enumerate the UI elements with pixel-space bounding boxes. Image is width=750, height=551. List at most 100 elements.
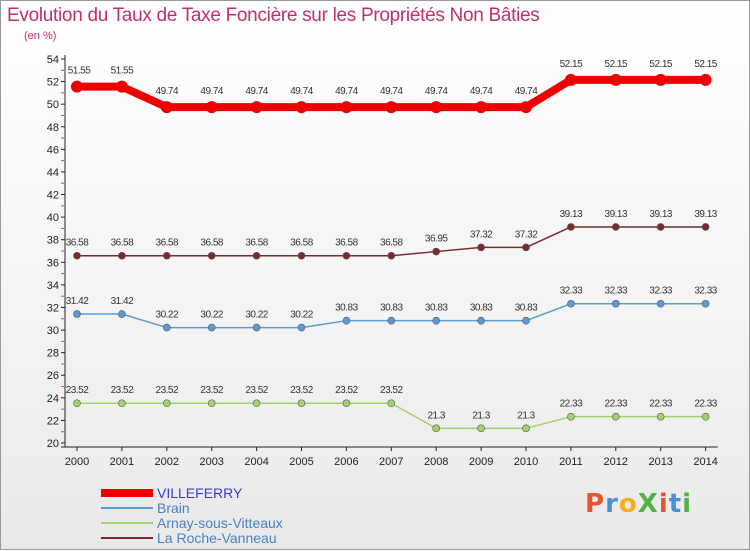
data-point (699, 73, 712, 86)
data-point (432, 424, 441, 433)
data-point (387, 316, 396, 325)
data-label: 39.13 (605, 209, 628, 220)
data-label: 49.74 (425, 86, 448, 97)
data-label: 22.33 (605, 399, 628, 410)
data-label: 23.52 (290, 385, 313, 396)
data-point (71, 80, 83, 93)
y-tick-label: 28 (47, 348, 59, 360)
x-tick-label: 2006 (334, 456, 358, 468)
data-point (163, 251, 171, 260)
legend-label: La Roche-Vanneau (157, 530, 277, 546)
data-label: 32.33 (649, 286, 672, 297)
data-point (207, 251, 216, 260)
data-label: 36.95 (425, 234, 448, 245)
data-point (564, 73, 577, 86)
data-label: 36.58 (335, 238, 358, 249)
data-label: 23.52 (111, 385, 134, 396)
data-point (163, 399, 171, 408)
data-point (611, 299, 620, 308)
data-label: 32.33 (605, 286, 628, 297)
data-point (475, 101, 488, 114)
data-label: 22.33 (560, 399, 583, 410)
chart-title: Evolution du Taux de Taxe Foncière sur l… (7, 5, 540, 26)
y-tick-label: 32 (47, 302, 59, 314)
y-tick-label: 48 (47, 122, 59, 134)
data-point (295, 101, 308, 114)
data-label: 37.32 (515, 229, 538, 240)
data-label: 36.58 (290, 238, 313, 249)
x-tick-label: 2001 (110, 456, 134, 468)
data-label: 22.33 (649, 399, 672, 410)
data-point (701, 412, 710, 421)
data-point (250, 101, 263, 114)
data-label: 30.22 (200, 310, 223, 321)
data-label: 22.33 (694, 399, 717, 410)
data-label: 21.3 (517, 410, 535, 421)
y-tick-label: 24 (47, 393, 59, 405)
data-label: 36.58 (111, 238, 134, 249)
data-point (387, 399, 396, 408)
data-point (163, 323, 171, 332)
y-axis-unit: (en %) (24, 30, 57, 42)
data-point (522, 424, 530, 433)
data-label: 52.15 (649, 59, 672, 70)
data-point (654, 73, 667, 86)
logo-letter: P (585, 489, 606, 519)
data-label: 30.83 (425, 303, 448, 314)
data-label: 21.3 (427, 410, 445, 421)
data-point (73, 399, 81, 408)
data-label: 30.22 (156, 310, 179, 321)
data-label: 49.74 (470, 86, 493, 97)
data-label: 31.42 (66, 296, 89, 307)
proxiti-logo: ProXiti (585, 489, 692, 519)
x-tick-label: 2012 (604, 456, 628, 468)
y-tick-label: 44 (47, 167, 59, 179)
data-label: 23.52 (156, 385, 179, 396)
data-label: 39.13 (694, 209, 717, 220)
x-tick-label: 2003 (199, 456, 223, 468)
data-point (73, 251, 81, 260)
logo-letter: r (605, 489, 619, 519)
data-point (477, 424, 485, 433)
data-label: 49.74 (515, 86, 538, 97)
x-tick-label: 2005 (289, 456, 313, 468)
data-point (430, 101, 443, 114)
data-point (656, 412, 665, 421)
data-point (160, 101, 173, 114)
data-label: 23.52 (245, 385, 268, 396)
y-tick-label: 40 (47, 212, 59, 224)
data-label: 49.74 (200, 86, 223, 97)
data-point (342, 399, 351, 408)
data-point (522, 243, 530, 252)
legend-label: Brain (157, 500, 190, 516)
data-point (609, 73, 622, 86)
x-tick-label: 2011 (559, 456, 583, 468)
y-tick-label: 30 (47, 325, 59, 337)
data-point (118, 310, 126, 318)
logo-letter: X (637, 489, 659, 519)
logo-letter: t (668, 489, 683, 519)
y-tick-label: 34 (47, 280, 59, 292)
data-label: 30.83 (380, 303, 403, 314)
data-point (567, 223, 575, 231)
y-tick-label: 20 (47, 438, 59, 450)
data-label: 36.58 (245, 238, 268, 249)
data-label: 31.42 (111, 296, 134, 307)
logo-letter: o (618, 489, 638, 519)
data-label: 49.74 (335, 86, 358, 97)
y-tick-label: 50 (47, 99, 59, 111)
data-point (477, 316, 485, 325)
data-label: 52.15 (605, 59, 628, 70)
data-label: 36.58 (200, 238, 223, 249)
data-label: 49.74 (380, 86, 403, 97)
data-label: 23.52 (200, 385, 223, 396)
data-point (340, 101, 353, 114)
legend-label: VILLEFERRY (157, 485, 243, 501)
data-point (432, 316, 441, 325)
data-point (205, 101, 218, 114)
data-point (207, 323, 216, 332)
data-point (567, 299, 575, 308)
data-label: 30.83 (470, 303, 493, 314)
logo-letter: i (658, 489, 669, 519)
